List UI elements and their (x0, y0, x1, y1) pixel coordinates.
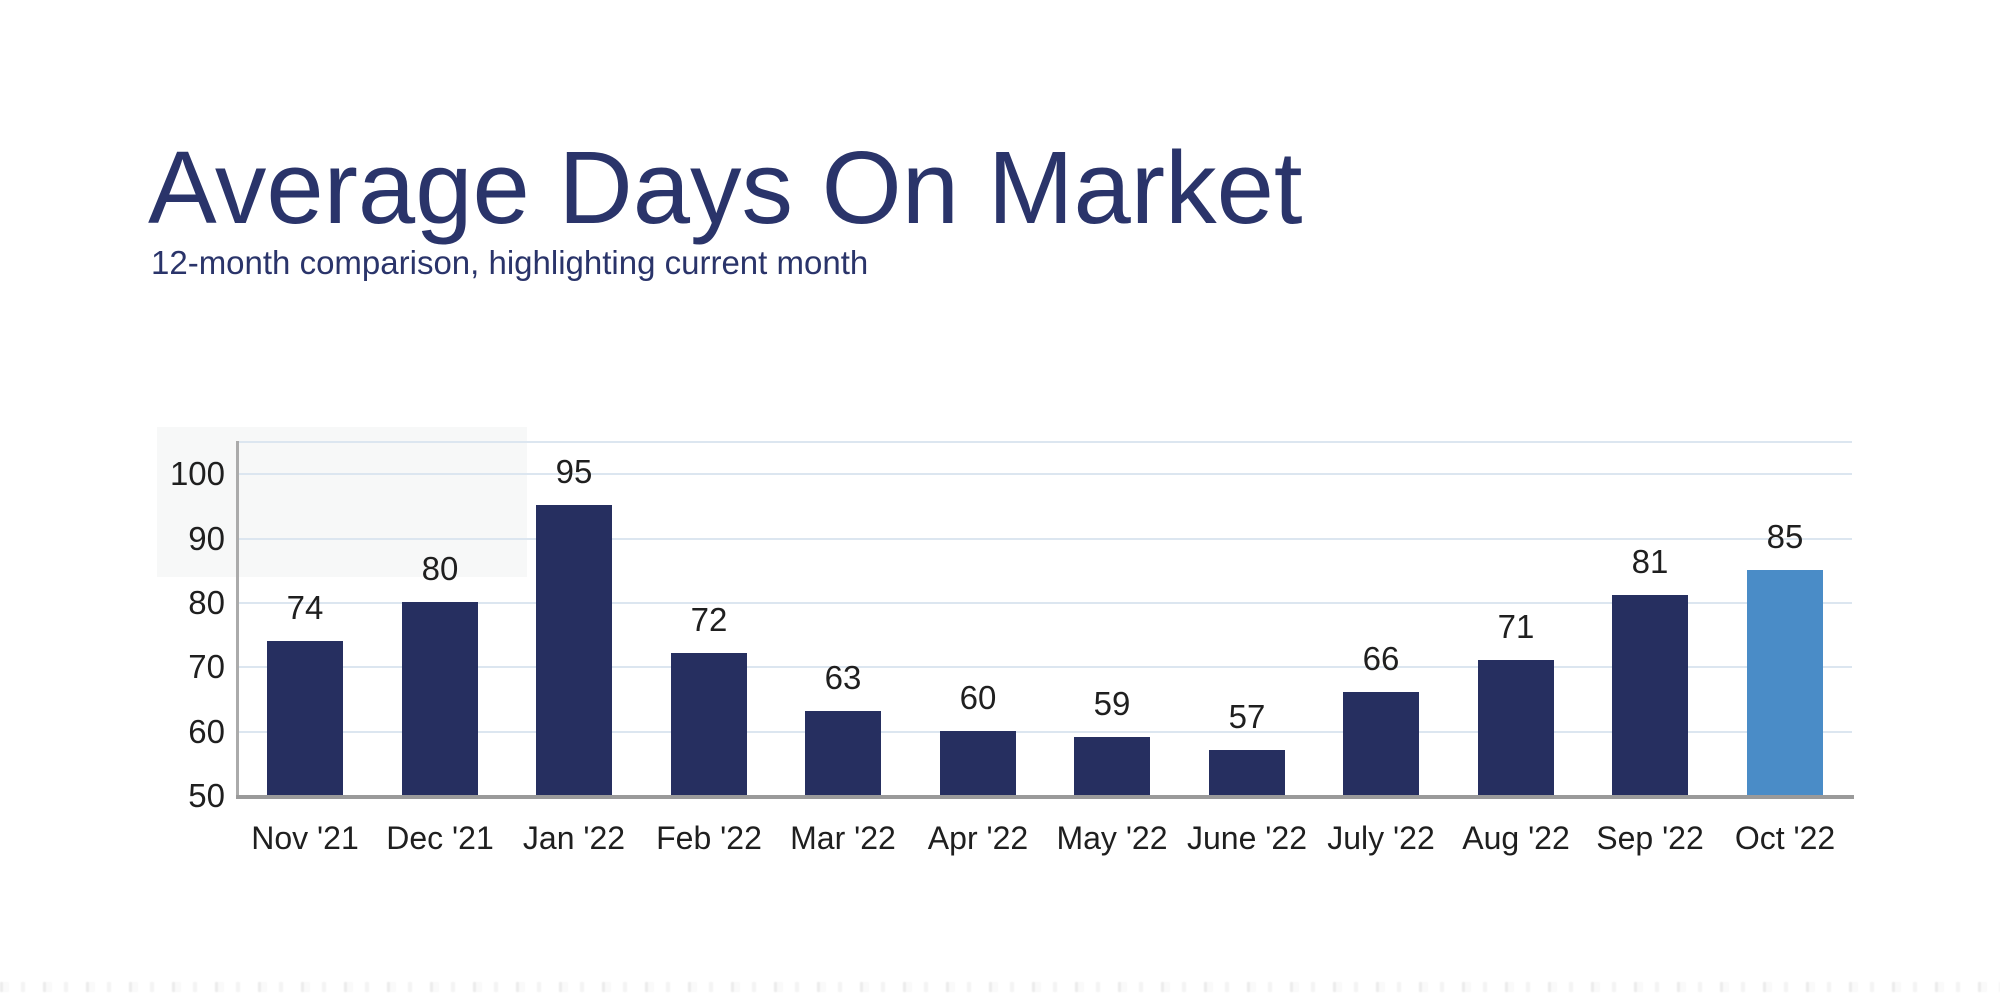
x-tick-month-label: Oct '22 (1734, 820, 1836, 856)
x-tick-month-label: Sep '22 (1596, 820, 1704, 856)
y-axis-line (236, 441, 239, 799)
bar (671, 653, 747, 795)
x-tick-month-label: Nov '21 (251, 820, 359, 856)
bar-value-label: 80 (421, 550, 459, 587)
gridline (238, 666, 1852, 668)
bar-value-label: 72 (690, 601, 728, 638)
bar-value-label: 81 (1631, 543, 1669, 580)
x-tick-month-label: Mar '22 (790, 820, 896, 856)
y-tick-label: 100 (169, 455, 225, 492)
bar-value-label: 74 (286, 589, 324, 626)
chart-panel-tint (157, 427, 527, 577)
bar (1074, 737, 1150, 795)
gridline (238, 602, 1852, 604)
x-tick-month-label: Dec '21 (386, 820, 494, 856)
bar-value-label: 59 (1093, 685, 1131, 722)
x-tick-month-label: Aug '22 (1462, 820, 1570, 856)
gridline (238, 731, 1852, 733)
bar (940, 731, 1016, 795)
y-tick-label: 80 (188, 584, 225, 621)
bar (1343, 692, 1419, 795)
x-tick-month-label: Apr '22 (927, 820, 1029, 856)
gridline (238, 473, 1852, 475)
gridline (238, 538, 1852, 540)
x-tick-month-label: Jan '22 (522, 820, 626, 856)
bar-highlighted-current-month (1747, 570, 1823, 795)
x-tick-month-label: July '22 (1327, 820, 1435, 856)
gridline (238, 441, 1852, 443)
bar (1478, 660, 1554, 795)
bar-value-label: 95 (555, 453, 593, 490)
bar-value-label: 57 (1228, 698, 1266, 735)
bar (536, 505, 612, 795)
bar (805, 711, 881, 795)
bar-value-label: 63 (824, 659, 862, 696)
cropped-content-strip (0, 982, 2000, 992)
bar-value-label: 60 (959, 679, 997, 716)
bar (402, 602, 478, 795)
y-tick-label: 70 (188, 648, 225, 685)
bar-value-label: 85 (1766, 518, 1804, 555)
y-tick-label: 90 (188, 520, 225, 557)
x-tick-month-label: May '22 (1056, 820, 1168, 856)
x-axis-line (236, 795, 1854, 799)
bar-value-label: 66 (1362, 640, 1400, 677)
bar (1612, 595, 1688, 795)
bar-value-label: 71 (1497, 608, 1535, 645)
bar (267, 641, 343, 795)
page-subtitle: 12-month comparison, highlighting curren… (151, 244, 869, 281)
y-tick-label: 60 (188, 713, 225, 750)
x-tick-month-label: June '22 (1187, 820, 1307, 856)
bar (1209, 750, 1285, 795)
y-tick-label: 50 (188, 777, 225, 814)
x-tick-month-label: Feb '22 (656, 820, 762, 856)
page-title: Average Days On Market (148, 130, 1303, 245)
